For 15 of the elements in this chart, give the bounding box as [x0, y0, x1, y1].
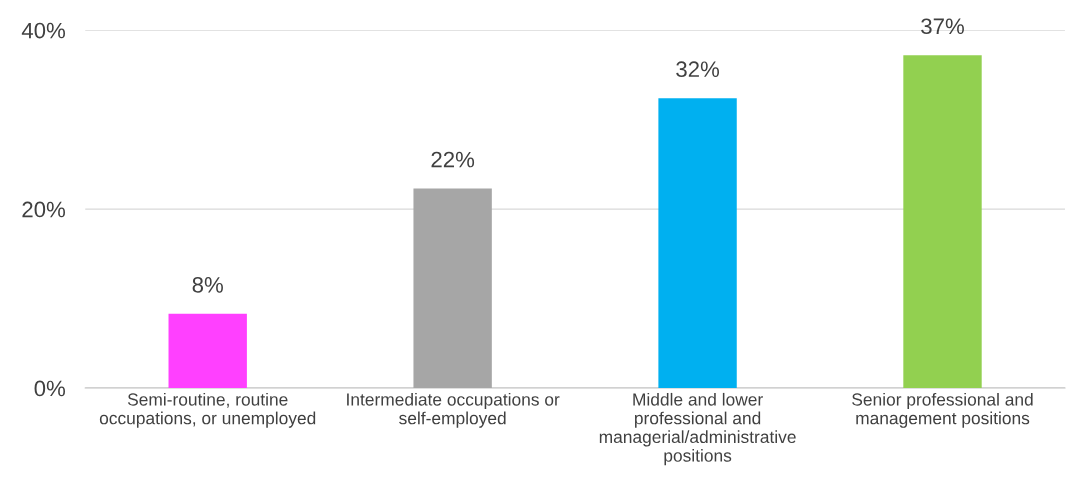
x-tick-label: Senior professional and management positions [852, 392, 1033, 428]
y-tick-label: 20% [22, 201, 66, 218]
x-tick-label: Intermediate occupations or self-employed [347, 392, 560, 428]
data-label: 22% [431, 151, 475, 168]
bar [413, 188, 492, 389]
y-tick-label: 0% [34, 380, 66, 397]
x-tick-label: Middle and lower professional and managerial/administrative positions [599, 392, 796, 466]
data-label: 8% [192, 276, 223, 293]
data-label: 32% [676, 61, 720, 78]
x-tick-label: Semi-routine, routine occupations, or unemployed [99, 392, 316, 428]
bar [658, 98, 737, 389]
y-tick-label: 40% [21, 22, 66, 39]
bar [903, 55, 982, 389]
data-label: 37% [921, 18, 964, 35]
bar [168, 313, 247, 389]
